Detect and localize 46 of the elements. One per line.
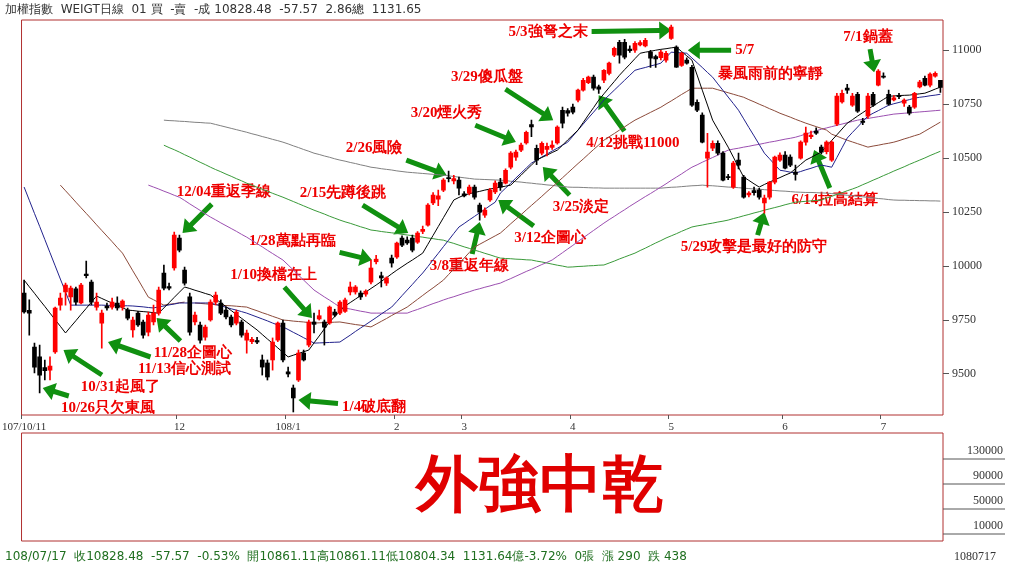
y-tick-label: 10250	[952, 204, 982, 219]
annotation: 1/4破底翻	[341, 396, 407, 414]
annotation: 10/31起風了	[80, 377, 160, 394]
annotation: 暴風雨前的寧靜	[717, 64, 824, 82]
x-tick-label: 108/1	[275, 420, 301, 433]
annotation: 5/29攻擊是最好的防守	[680, 236, 828, 254]
annotation: 6/14拉高結算	[791, 189, 879, 207]
chart-subtitle: 加權指數 WEIGT日線 01 買 -賣 -成 10828.48 -57.57 2.86總 1131.65	[5, 2, 422, 17]
text: 外強中乾	[413, 450, 664, 519]
x-tick-label: 107/10/11	[2, 420, 47, 433]
text: 108/07/17 收10828.48 -57.57 -0.53% 開10861.11高10861.11低10804.34 1131.64億-3.72% 0張 漲 290 跌 438	[5, 549, 687, 564]
annotation: 12/04重返季線	[176, 182, 273, 199]
y-tick-label: 10750	[952, 96, 982, 111]
annotation: 3/29傻瓜盤	[451, 68, 523, 85]
text: 1080717	[954, 549, 996, 564]
annotation: 1/10換檔在上	[230, 265, 317, 282]
x-tick-label: 12	[173, 420, 185, 433]
y-tick-label: 9500	[952, 366, 976, 381]
annotation: 11/13信心測試	[137, 358, 232, 376]
annotation: 5/3強弩之末	[508, 22, 589, 40]
annotation: 7/1鍋蓋	[843, 28, 893, 45]
annotation: 11/28企圖心	[153, 342, 234, 360]
x-tick-label: 7	[880, 420, 887, 433]
annotation: 2/15先蹲後跳	[299, 182, 388, 200]
x-tick-label: 5	[668, 420, 675, 433]
x-tick-label: 4	[570, 420, 577, 433]
annotation: 3/8重返年線	[429, 256, 510, 273]
x-tick-label: 6	[782, 420, 789, 433]
annotation: 1/28萬點再臨	[248, 231, 336, 248]
annotation: 3/12企圖心	[514, 227, 587, 245]
x-tick-label: 2	[394, 420, 400, 433]
annotation: 3/20煙火秀	[410, 104, 483, 121]
text: 50000	[973, 493, 1003, 508]
y-tick-label: 10500	[952, 150, 982, 165]
annotation: 3/25淡定	[552, 196, 610, 214]
y-tick-label: 11000	[952, 42, 982, 57]
annotation: 4/12挑戰11000	[586, 134, 680, 151]
annotation: 2/26風險	[345, 139, 404, 156]
text: 10000	[973, 518, 1003, 533]
text: 130000	[967, 443, 1003, 458]
text: 90000	[973, 468, 1003, 483]
y-tick-label: 10000	[952, 258, 982, 273]
y-tick-label: 9750	[952, 312, 976, 327]
annotation: 5/7	[735, 41, 755, 58]
x-tick-label: 3	[461, 420, 468, 433]
annotation: 10/26只欠東風	[60, 398, 156, 415]
